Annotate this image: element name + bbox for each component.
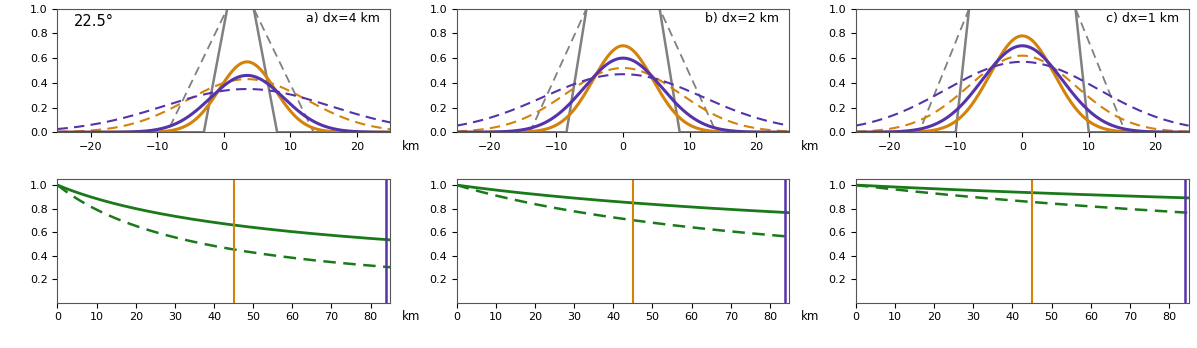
- Text: 22.5°: 22.5°: [74, 14, 114, 29]
- Text: b) dx=2 km: b) dx=2 km: [705, 13, 779, 25]
- Text: a) dx=4 km: a) dx=4 km: [306, 13, 381, 25]
- Text: km: km: [801, 310, 820, 323]
- Text: km: km: [801, 140, 820, 153]
- Text: km: km: [402, 140, 420, 153]
- Text: km: km: [402, 310, 420, 323]
- Text: c) dx=1 km: c) dx=1 km: [1106, 13, 1179, 25]
